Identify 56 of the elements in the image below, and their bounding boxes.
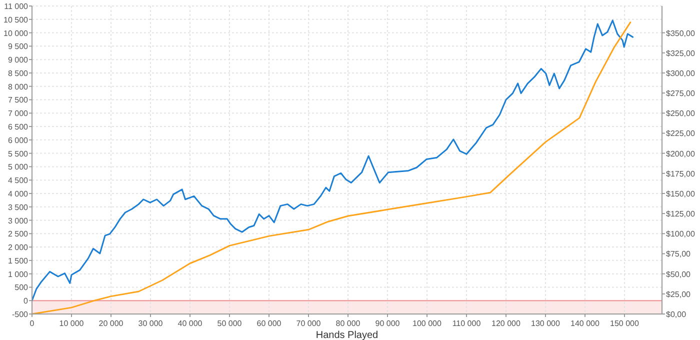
y-tick-label: 7 000	[8, 109, 29, 118]
y-tick-label: 6 000	[8, 136, 29, 145]
x-tick-label: 40 000	[178, 319, 203, 328]
x-tick-label: 150 000	[610, 319, 640, 328]
y-tick-label: 0	[24, 296, 29, 306]
y-tick-label: 3 500	[8, 202, 29, 212]
y2-tick-label: $325,00	[666, 48, 696, 58]
y2-tick-label: $150,00	[666, 189, 696, 198]
y-tick-label: 3 000	[8, 216, 29, 226]
y-tick-label: 10 000	[4, 28, 29, 38]
y-tick-label: 500	[14, 283, 29, 292]
x-tick-label: 10 000	[59, 319, 84, 328]
y-tick-label: 4 000	[8, 189, 29, 198]
x-tick-label: 20 000	[98, 319, 124, 328]
x-tick-label: 0	[30, 319, 35, 328]
y-tick-label: 5 500	[8, 149, 29, 158]
x-tick-label: 70 000	[296, 319, 322, 328]
y-tick-label: 2 500	[8, 230, 29, 239]
x-tick-label: 60 000	[256, 319, 282, 328]
x-axis-title: Hands Played	[316, 330, 378, 340]
y2-tick-label: $75,00	[666, 250, 692, 259]
y2-tick-label: $350,00	[666, 28, 696, 38]
y-tick-label: 2 000	[8, 243, 29, 252]
y2-tick-label: $25,00	[666, 290, 692, 299]
x-tick-label: 110 000	[452, 319, 482, 328]
y2-tick-label: $200,00	[666, 149, 696, 158]
y2-tick-label: $0,00	[666, 310, 687, 319]
y-tick-label: 10 500	[4, 15, 29, 24]
y-tick-label: 9 500	[8, 42, 29, 52]
x-tick-label: 140 000	[570, 319, 600, 328]
x-tick-label: 50 000	[217, 319, 242, 328]
y2-tick-label: $50,00	[666, 270, 692, 279]
y2-tick-label: $100,00	[666, 230, 696, 239]
y2-tick-label: $125,00	[666, 210, 696, 219]
y2-tick-label: $250,00	[666, 109, 696, 118]
y2-tick-label: $300,00	[666, 68, 696, 78]
y-tick-label: 9 000	[8, 56, 29, 65]
y-tick-label: 8 500	[8, 68, 29, 78]
y-tick-label: -500	[12, 310, 29, 319]
x-tick-label: 30 000	[138, 319, 164, 328]
y-tick-label: 1 500	[8, 256, 29, 266]
y-tick-label: 8 000	[8, 82, 29, 92]
x-tick-label: 80 000	[336, 319, 361, 328]
y2-tick-label: $175,00	[666, 169, 696, 178]
x-tick-label: 130 000	[531, 319, 560, 328]
y-tick-label: 7 500	[8, 96, 29, 105]
x-tick-label: 90 000	[375, 319, 400, 328]
y-tick-label: 1 000	[8, 270, 29, 279]
y-tick-label: 11 000	[4, 2, 29, 11]
x-tick-label: 100 000	[412, 319, 442, 328]
y2-tick-label: $275,00	[666, 89, 696, 98]
y-tick-label: 4 500	[8, 176, 29, 186]
y2-tick-label: $225,00	[666, 129, 696, 138]
y-tick-label: 5 000	[8, 162, 29, 172]
y-tick-label: 6 500	[8, 122, 29, 132]
x-tick-label: 120 000	[492, 319, 521, 328]
